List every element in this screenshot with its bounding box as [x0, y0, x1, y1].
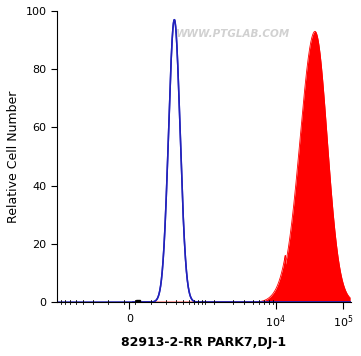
X-axis label: 82913-2-RR PARK7,DJ-1: 82913-2-RR PARK7,DJ-1: [121, 336, 287, 349]
Text: WWW.PTGLAB.COM: WWW.PTGLAB.COM: [176, 29, 291, 39]
Y-axis label: Relative Cell Number: Relative Cell Number: [7, 90, 20, 223]
